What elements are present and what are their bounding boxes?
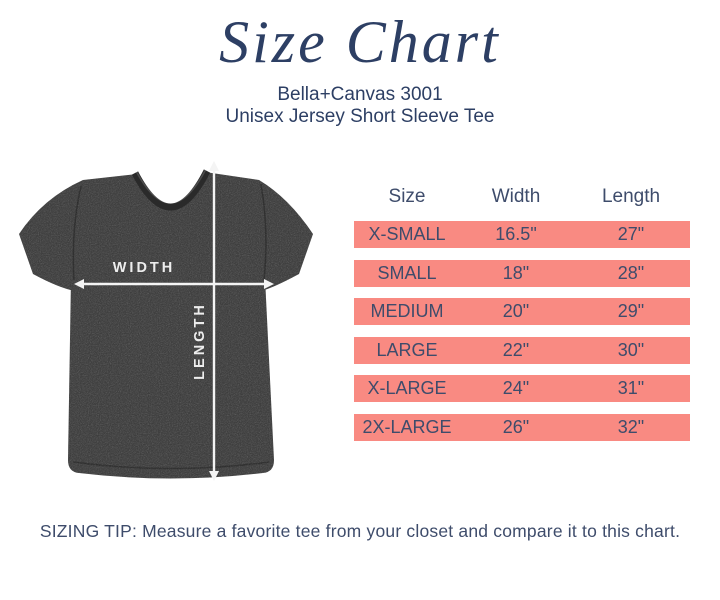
width-cell: 18"	[502, 262, 530, 283]
column-header-size: Size	[388, 186, 426, 207]
table-row: MEDIUM 20" 29"	[354, 298, 690, 325]
size-cell: LARGE	[376, 339, 438, 360]
tshirt-collar	[131, 169, 211, 211]
page-title: Size Chart	[219, 9, 501, 75]
tshirt-measurement-diagram: WIDTH LENGTH	[15, 160, 317, 483]
length-cell: 29"	[617, 301, 645, 321]
tshirt-silhouette	[19, 172, 313, 479]
table-header-row: Size Width Length	[354, 182, 690, 212]
size-cell: X-LARGE	[367, 378, 447, 398]
width-cell: 22"	[502, 339, 530, 360]
table-row: LARGE 22" 30"	[354, 336, 690, 364]
size-cell: 2X-LARGE	[362, 416, 452, 437]
size-table: Size Width Length X-SMALL 16.5" 27" SMAL…	[354, 182, 690, 452]
width-label: WIDTH	[113, 260, 176, 276]
sizing-tip: SIZING TIP: Measure a favorite tee from …	[39, 521, 681, 541]
table-row: X-LARGE 24" 31"	[354, 375, 690, 402]
width-cell: 16.5"	[495, 224, 537, 244]
width-cell: 26"	[502, 416, 530, 437]
table-row: 2X-LARGE 26" 32"	[354, 413, 690, 441]
column-header-length: Length	[601, 186, 661, 207]
length-arrow	[209, 161, 219, 481]
size-cell: X-SMALL	[368, 224, 446, 244]
column-header-width: Width	[491, 186, 541, 207]
width-arrow	[74, 279, 274, 289]
length-cell: 32"	[617, 416, 645, 437]
product-name: Bella+Canvas 3001	[277, 84, 443, 105]
length-cell: 31"	[617, 378, 645, 398]
product-description: Unisex Jersey Short Sleeve Tee	[225, 106, 495, 127]
size-cell: MEDIUM	[370, 301, 444, 321]
width-cell: 20"	[502, 301, 530, 321]
length-cell: 28"	[617, 262, 645, 283]
left-sleeve-seam	[72, 185, 82, 281]
table-row: SMALL 18" 28"	[354, 259, 690, 287]
hem-stitch	[72, 461, 270, 470]
table-row: X-SMALL 16.5" 27"	[354, 221, 690, 248]
tshirt-graphic: WIDTH LENGTH	[19, 161, 313, 481]
table-body: X-SMALL 16.5" 27" SMALL 18" 28" MEDIUM 2…	[354, 221, 690, 441]
right-sleeve-seam	[260, 183, 267, 281]
length-cell: 30"	[617, 339, 645, 360]
width-cell: 24"	[502, 378, 530, 398]
length-label: LENGTH	[192, 302, 208, 380]
tshirt-collar-highlight	[134, 166, 208, 204]
size-cell: SMALL	[377, 262, 437, 283]
length-cell: 27"	[617, 224, 645, 244]
